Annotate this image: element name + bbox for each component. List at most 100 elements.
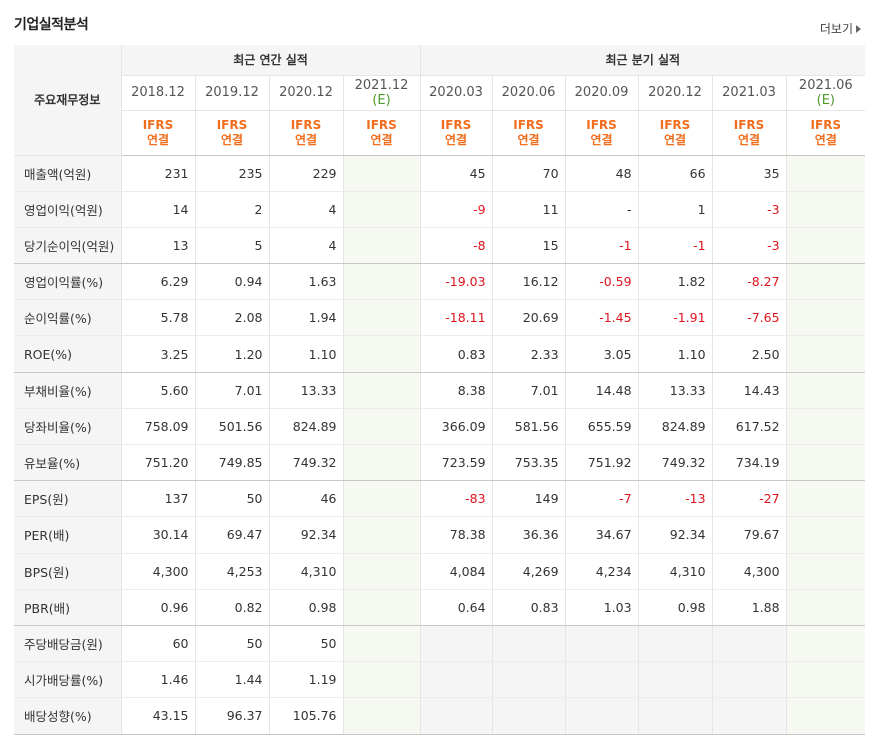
table-cell: 501.56	[195, 408, 270, 446]
table-row: BPS(원) 4,300 4,253 4,310 4,084 4,269 4,234 4,31…	[14, 553, 866, 590]
accounting-standard: IFRS	[659, 117, 691, 132]
table-cell: 581.56	[492, 408, 566, 446]
table-cell: -18.11	[419, 299, 493, 337]
table-cell: 70	[492, 155, 566, 192]
period-label: 2019.12	[205, 85, 259, 100]
row-label: PBR(배)	[14, 589, 122, 626]
table-row: ROE(%) 3.25 1.20 1.10 0.83 2.33 3.05 1.10 2.50	[14, 335, 866, 373]
table-cell: 149	[492, 480, 566, 518]
table-row: 시가배당률(%) 1.46 1.44 1.19	[14, 661, 866, 699]
table-cell: 0.82	[195, 589, 270, 626]
table-cell: 0.64	[419, 589, 493, 626]
table-row: 배당성향(%) 43.15 96.37 105.76	[14, 697, 866, 735]
table-cell: 3.25	[121, 335, 196, 373]
table-cell: 1.46	[121, 661, 196, 699]
table-cell: 655.59	[565, 408, 639, 446]
table-cell: 0.96	[121, 589, 196, 626]
table-cell: 20.69	[492, 299, 566, 337]
period-label: 2021.06	[798, 77, 853, 93]
accounting-header: IFRS 연결	[419, 110, 493, 156]
table-cell	[565, 697, 639, 735]
table-cell	[786, 191, 866, 228]
table-cell	[786, 372, 866, 409]
table-cell: 8.38	[419, 372, 493, 409]
period-header: 2020.12	[638, 75, 713, 111]
period-header: 2021.06 (E)	[786, 75, 866, 111]
accounting-standard: IFRS	[733, 117, 765, 132]
table-cell: 79.67	[712, 516, 787, 554]
table-cell: 235	[195, 155, 270, 192]
row-label: PER(배)	[14, 516, 122, 554]
more-link[interactable]: 더보기	[820, 20, 861, 37]
table-cell: 14.43	[712, 372, 787, 409]
table-cell: 7.01	[492, 372, 566, 409]
period-header: 2021.12 (E)	[343, 75, 421, 111]
table-cell: -83	[419, 480, 493, 518]
accounting-header: IFRS 연결	[786, 110, 866, 156]
row-label: 시가배당률(%)	[14, 661, 122, 699]
table-cell	[786, 335, 866, 373]
table-cell	[638, 661, 713, 699]
period-header: 2020.09	[565, 75, 639, 111]
table-cell: 4,310	[269, 553, 344, 590]
table-cell: 43.15	[121, 697, 196, 735]
table-cell	[343, 553, 421, 590]
table-cell: 13	[121, 227, 196, 265]
table-cell: -13	[638, 480, 713, 518]
table-cell	[419, 661, 493, 699]
period-label: 2020.12	[279, 85, 333, 100]
table-cell	[786, 553, 866, 590]
table-cell: -19.03	[419, 263, 493, 301]
row-label: 유보율(%)	[14, 444, 122, 482]
label-header: 주요재무정보	[14, 45, 122, 156]
table-cell	[786, 697, 866, 735]
consolidation-type: 연결	[220, 132, 244, 147]
table-cell: 16.12	[492, 263, 566, 301]
row-label: 주당배당금(원)	[14, 625, 122, 663]
table-cell: 749.85	[195, 444, 270, 482]
table-cell: -7.65	[712, 299, 787, 337]
table-cell: 2.33	[492, 335, 566, 373]
table-cell	[712, 697, 787, 735]
table-cell: 4,253	[195, 553, 270, 590]
table-row: 주당배당금(원) 60 50 50	[14, 625, 866, 663]
accounting-header: IFRS 연결	[712, 110, 787, 156]
row-label: 부채비율(%)	[14, 372, 122, 409]
table-cell: -1.45	[565, 299, 639, 337]
period-header: 2019.12	[195, 75, 270, 111]
table-row: EPS(원) 137 50 46 -83 149 -7 -13 -27	[14, 480, 866, 518]
table-cell	[565, 625, 639, 663]
row-label: 배당성향(%)	[14, 697, 122, 735]
table-cell: 15	[492, 227, 566, 265]
row-label: 순이익률(%)	[14, 299, 122, 337]
row-label: EPS(원)	[14, 480, 122, 518]
table-cell	[343, 372, 421, 409]
table-cell	[565, 661, 639, 699]
table-cell: 66	[638, 155, 713, 192]
table-cell	[786, 263, 866, 301]
table-row: 부채비율(%) 5.60 7.01 13.33 8.38 7.01 14.48 13.33 14…	[14, 372, 866, 409]
table-cell: 824.89	[269, 408, 344, 446]
table-cell: 60	[121, 625, 196, 663]
table-cell: 734.19	[712, 444, 787, 482]
table-cell: 14	[121, 191, 196, 228]
table-cell	[343, 263, 421, 301]
table-cell	[343, 697, 421, 735]
table-cell	[343, 191, 421, 228]
table-cell: 758.09	[121, 408, 196, 446]
annual-header: 최근 연간 실적	[121, 45, 421, 76]
consolidation-type: 연결	[590, 132, 613, 147]
table-cell: -	[565, 191, 639, 228]
accounting-header: IFRS 연결	[565, 110, 639, 156]
period-label: 2018.12	[131, 85, 185, 100]
table-cell	[786, 589, 866, 626]
table-cell	[786, 408, 866, 446]
table-row: 영업이익(억원) 14 2 4 -9 11-1 -3	[14, 191, 866, 228]
table-cell: -8	[419, 227, 493, 265]
table-cell: 96.37	[195, 697, 270, 735]
table-row: 영업이익률(%) 6.29 0.94 1.63 -19.03 16.12 -0.59 1.82…	[14, 263, 866, 301]
consolidation-type: 연결	[294, 132, 318, 147]
table-cell	[786, 444, 866, 482]
table-cell	[786, 227, 866, 265]
table-cell	[492, 697, 566, 735]
